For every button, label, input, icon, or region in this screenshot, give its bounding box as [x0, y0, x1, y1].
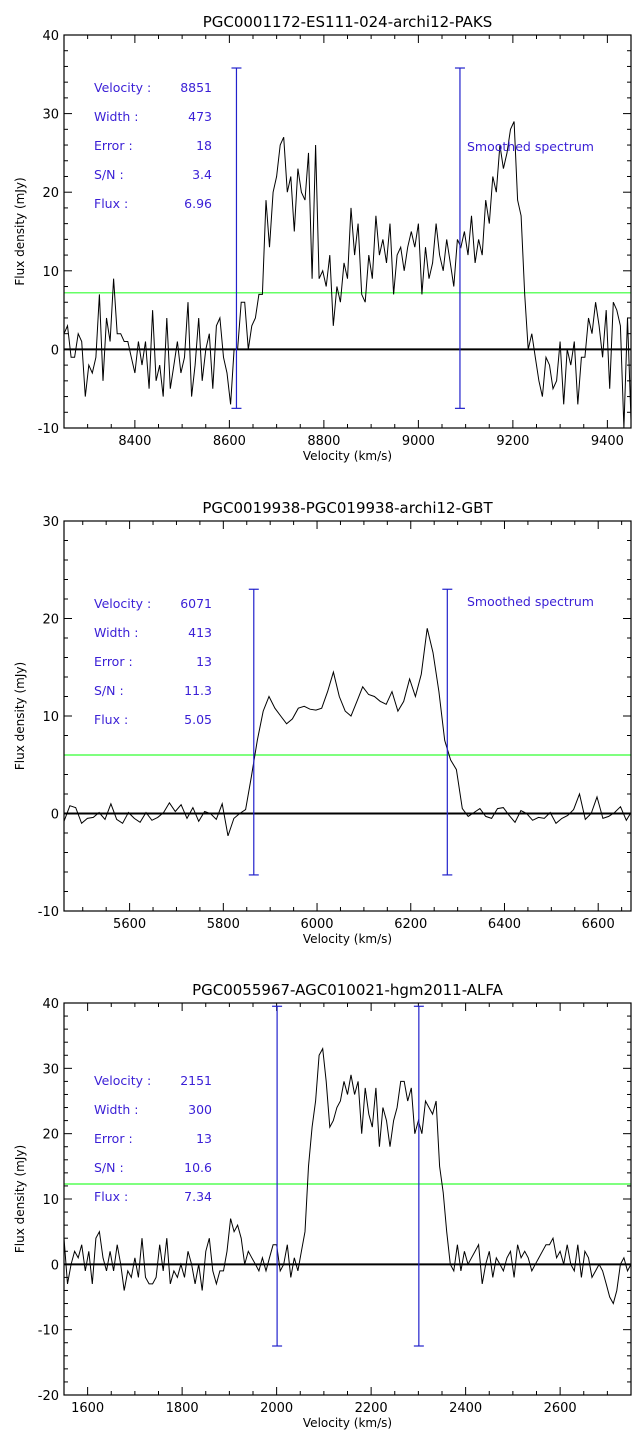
y-tick-label: 10: [42, 265, 59, 280]
y-tick-label: 20: [42, 186, 59, 201]
y-tick-label: 40: [42, 997, 59, 1012]
info-label: Velocity :: [94, 596, 151, 611]
info-label: Velocity :: [94, 1073, 151, 1088]
x-tick-label: 2400: [449, 1401, 482, 1416]
x-tick-label: 6200: [394, 917, 427, 932]
info-value: 2151: [180, 1073, 212, 1088]
x-tick-label: 5800: [207, 917, 240, 932]
info-label: Error :: [94, 1131, 133, 1146]
info-label: S/N :: [94, 683, 124, 698]
y-axis-label: Flux density (mJy): [13, 1145, 27, 1253]
x-tick-label: 6400: [488, 917, 521, 932]
info-label: Width :: [94, 109, 139, 124]
x-tick-label: 2600: [544, 1401, 577, 1416]
x-tick-label: 2000: [260, 1401, 293, 1416]
x-tick-label: 2200: [355, 1401, 388, 1416]
x-tick-label: 6600: [582, 917, 615, 932]
info-value: 13: [196, 654, 212, 669]
x-tick-label: 5600: [113, 917, 146, 932]
chart-title: PGC0055967-AGC010021-hgm2011-ALFA: [192, 981, 504, 999]
info-label: Width :: [94, 1102, 139, 1117]
plot-frame: [63, 520, 632, 912]
y-tick-label: 0: [51, 1258, 59, 1273]
y-axis-label: Flux density (mJy): [13, 662, 27, 770]
x-tick-label: 9400: [591, 434, 624, 449]
x-tick-label: 9000: [402, 434, 435, 449]
info-value: 11.3: [184, 683, 212, 698]
x-tick-label: 8600: [213, 434, 246, 449]
y-tick-label: 40: [42, 29, 59, 44]
y-tick-label: 10: [42, 710, 59, 725]
x-axis-label: Velocity (km/s): [303, 1416, 392, 1430]
info-value: 6.96: [184, 196, 212, 211]
info-label: S/N :: [94, 167, 124, 182]
info-label: Velocity :: [94, 80, 151, 95]
spectrum-panel-1: PGC0001172-ES111-024-archi12-PAKS Velocit…: [13, 13, 632, 463]
info-label: S/N :: [94, 1160, 124, 1175]
spectrum-panel-3: PGC0055967-AGC010021-hgm2011-ALFA Velocit…: [13, 981, 632, 1430]
x-tick-label: 1600: [71, 1401, 104, 1416]
chart-title: PGC0001172-ES111-024-archi12-PAKS: [203, 13, 493, 31]
x-tick-label: 8800: [307, 434, 340, 449]
info-value: 8851: [180, 80, 212, 95]
plot-frame: [63, 34, 632, 429]
x-tick-label: 1800: [166, 1401, 199, 1416]
y-tick-label: -10: [38, 905, 59, 920]
spectrum-line: [64, 628, 631, 837]
spectrum-line: [64, 1047, 631, 1305]
info-value: 6071: [180, 596, 212, 611]
y-axis-label: Flux density (mJy): [13, 177, 27, 285]
info-label: Error :: [94, 654, 133, 669]
y-tick-label: -20: [38, 1389, 59, 1404]
info-value: 7.34: [184, 1189, 212, 1204]
x-axis-label: Velocity (km/s): [303, 449, 392, 463]
y-tick-label: 0: [51, 343, 59, 358]
info-label: Error :: [94, 138, 133, 153]
chart-title: PGC0019938-PGC019938-archi12-GBT: [202, 499, 493, 517]
info-value: 5.05: [184, 712, 212, 727]
x-axis-label: Velocity (km/s): [303, 932, 392, 946]
info-value: 18: [196, 138, 212, 153]
y-tick-label: 0: [51, 808, 59, 823]
info-value: 10.6: [184, 1160, 212, 1175]
smoothed-spectrum-note: Smoothed spectrum: [467, 139, 594, 154]
x-tick-label: 9200: [496, 434, 529, 449]
y-tick-label: 30: [42, 515, 59, 530]
smoothed-spectrum-note: Smoothed spectrum: [467, 594, 594, 609]
info-label: Flux :: [94, 196, 128, 211]
y-tick-label: 10: [42, 1193, 59, 1208]
y-tick-label: 30: [42, 1062, 59, 1077]
info-label: Width :: [94, 625, 139, 640]
y-tick-label: -10: [38, 422, 59, 437]
spectrum-panel-2: PGC0019938-PGC019938-archi12-GBT Velocity…: [13, 499, 632, 946]
y-tick-label: 30: [42, 108, 59, 123]
info-value: 413: [188, 625, 212, 640]
info-label: Flux :: [94, 1189, 128, 1204]
y-tick-label: 20: [42, 1128, 59, 1143]
x-tick-label: 8400: [118, 434, 151, 449]
info-value: 13: [196, 1131, 212, 1146]
info-value: 473: [188, 109, 212, 124]
spectrum-line: [64, 121, 631, 428]
plot-frame: [63, 1002, 632, 1396]
x-tick-label: 6000: [300, 917, 333, 932]
y-tick-label: -10: [38, 1324, 59, 1339]
info-value: 300: [188, 1102, 212, 1117]
info-value: 3.4: [192, 167, 212, 182]
info-label: Flux :: [94, 712, 128, 727]
y-tick-label: 20: [42, 613, 59, 628]
